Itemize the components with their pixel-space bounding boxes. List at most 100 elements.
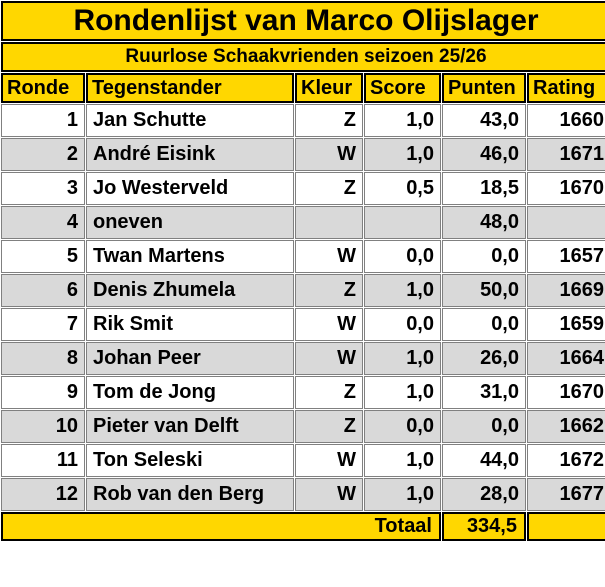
table-row: 4 oneven 48,0: [1, 206, 605, 239]
cell-ronde: 5: [1, 240, 85, 273]
total-row: Totaal 334,5: [1, 512, 605, 541]
page-title: Rondenlijst van Marco Olijslager: [1, 1, 605, 41]
title-row: Rondenlijst van Marco Olijslager: [1, 1, 605, 41]
cell-tegenstander: Rik Smit: [86, 308, 294, 341]
cell-kleur: Z: [295, 274, 363, 307]
cell-ronde: 2: [1, 138, 85, 171]
table-row: 10 Pieter van Delft Z 0,0 0,0 1662: [1, 410, 605, 443]
cell-rating: 1657: [527, 240, 605, 273]
cell-score: [364, 206, 441, 239]
cell-rating: 1660: [527, 104, 605, 137]
cell-rating: [527, 206, 605, 239]
rondenlijst-table: Rondenlijst van Marco Olijslager Ruurlos…: [0, 0, 605, 542]
cell-kleur: W: [295, 342, 363, 375]
total-label: Totaal: [1, 512, 441, 541]
cell-kleur: W: [295, 308, 363, 341]
cell-tegenstander: Jo Westerveld: [86, 172, 294, 205]
cell-punten: 26,0: [442, 342, 526, 375]
cell-punten: 0,0: [442, 308, 526, 341]
cell-kleur: Z: [295, 104, 363, 137]
cell-tegenstander: Twan Martens: [86, 240, 294, 273]
cell-ronde: 8: [1, 342, 85, 375]
cell-ronde: 1: [1, 104, 85, 137]
header-cell-score: Score: [364, 73, 441, 103]
cell-tegenstander: oneven: [86, 206, 294, 239]
cell-rating: 1662: [527, 410, 605, 443]
table-header-row: Ronde Tegenstander Kleur Score Punten Ra…: [1, 73, 605, 103]
header-cell-rating: Rating: [527, 73, 605, 103]
cell-rating: 1669: [527, 274, 605, 307]
table-row: 3 Jo Westerveld Z 0,5 18,5 1670: [1, 172, 605, 205]
cell-ronde: 4: [1, 206, 85, 239]
cell-score: 1,0: [364, 274, 441, 307]
table-row: 9 Tom de Jong Z 1,0 31,0 1670: [1, 376, 605, 409]
cell-punten: 0,0: [442, 240, 526, 273]
cell-punten: 28,0: [442, 478, 526, 511]
table-row: 8 Johan Peer W 1,0 26,0 1664: [1, 342, 605, 375]
table-row: 1 Jan Schutte Z 1,0 43,0 1660: [1, 104, 605, 137]
cell-score: 1,0: [364, 138, 441, 171]
header-cell-punten: Punten: [442, 73, 526, 103]
cell-kleur: W: [295, 240, 363, 273]
total-rating-empty-cell: [527, 512, 605, 541]
cell-punten: 0,0: [442, 410, 526, 443]
cell-rating: 1664: [527, 342, 605, 375]
cell-score: 0,0: [364, 240, 441, 273]
cell-ronde: 6: [1, 274, 85, 307]
cell-tegenstander: Denis Zhumela: [86, 274, 294, 307]
table-row: 2 André Eisink W 1,0 46,0 1671: [1, 138, 605, 171]
cell-rating: 1670: [527, 376, 605, 409]
header-cell-tegenstander: Tegenstander: [86, 73, 294, 103]
cell-ronde: 11: [1, 444, 85, 477]
cell-punten: 50,0: [442, 274, 526, 307]
table-row: 11 Ton Seleski W 1,0 44,0 1672: [1, 444, 605, 477]
cell-rating: 1671: [527, 138, 605, 171]
cell-rating: 1670: [527, 172, 605, 205]
total-value: 334,5: [442, 512, 526, 541]
cell-score: 0,0: [364, 308, 441, 341]
cell-kleur: W: [295, 478, 363, 511]
table-row: 12 Rob van den Berg W 1,0 28,0 1677: [1, 478, 605, 511]
cell-kleur: W: [295, 444, 363, 477]
cell-score: 0,0: [364, 410, 441, 443]
cell-ronde: 10: [1, 410, 85, 443]
cell-score: 0,5: [364, 172, 441, 205]
page-subtitle: Ruurlose Schaakvrienden seizoen 25/26: [1, 42, 605, 72]
cell-tegenstander: Johan Peer: [86, 342, 294, 375]
cell-kleur: [295, 206, 363, 239]
cell-punten: 43,0: [442, 104, 526, 137]
cell-kleur: Z: [295, 172, 363, 205]
header-cell-ronde: Ronde: [1, 73, 85, 103]
cell-score: 1,0: [364, 342, 441, 375]
cell-score: 1,0: [364, 478, 441, 511]
header-cell-kleur: Kleur: [295, 73, 363, 103]
table-row: 6 Denis Zhumela Z 1,0 50,0 1669: [1, 274, 605, 307]
cell-tegenstander: Pieter van Delft: [86, 410, 294, 443]
table-row: 5 Twan Martens W 0,0 0,0 1657: [1, 240, 605, 273]
cell-kleur: Z: [295, 376, 363, 409]
cell-punten: 18,5: [442, 172, 526, 205]
cell-ronde: 12: [1, 478, 85, 511]
cell-punten: 31,0: [442, 376, 526, 409]
cell-ronde: 3: [1, 172, 85, 205]
cell-score: 1,0: [364, 444, 441, 477]
cell-kleur: W: [295, 138, 363, 171]
cell-punten: 48,0: [442, 206, 526, 239]
cell-tegenstander: Ton Seleski: [86, 444, 294, 477]
cell-tegenstander: Rob van den Berg: [86, 478, 294, 511]
cell-rating: 1672: [527, 444, 605, 477]
cell-punten: 46,0: [442, 138, 526, 171]
subtitle-row: Ruurlose Schaakvrienden seizoen 25/26: [1, 42, 605, 72]
cell-score: 1,0: [364, 104, 441, 137]
cell-tegenstander: André Eisink: [86, 138, 294, 171]
cell-tegenstander: Jan Schutte: [86, 104, 294, 137]
cell-tegenstander: Tom de Jong: [86, 376, 294, 409]
cell-punten: 44,0: [442, 444, 526, 477]
cell-ronde: 9: [1, 376, 85, 409]
table-row: 7 Rik Smit W 0,0 0,0 1659: [1, 308, 605, 341]
cell-rating: 1659: [527, 308, 605, 341]
cell-ronde: 7: [1, 308, 85, 341]
cell-kleur: Z: [295, 410, 363, 443]
cell-score: 1,0: [364, 376, 441, 409]
